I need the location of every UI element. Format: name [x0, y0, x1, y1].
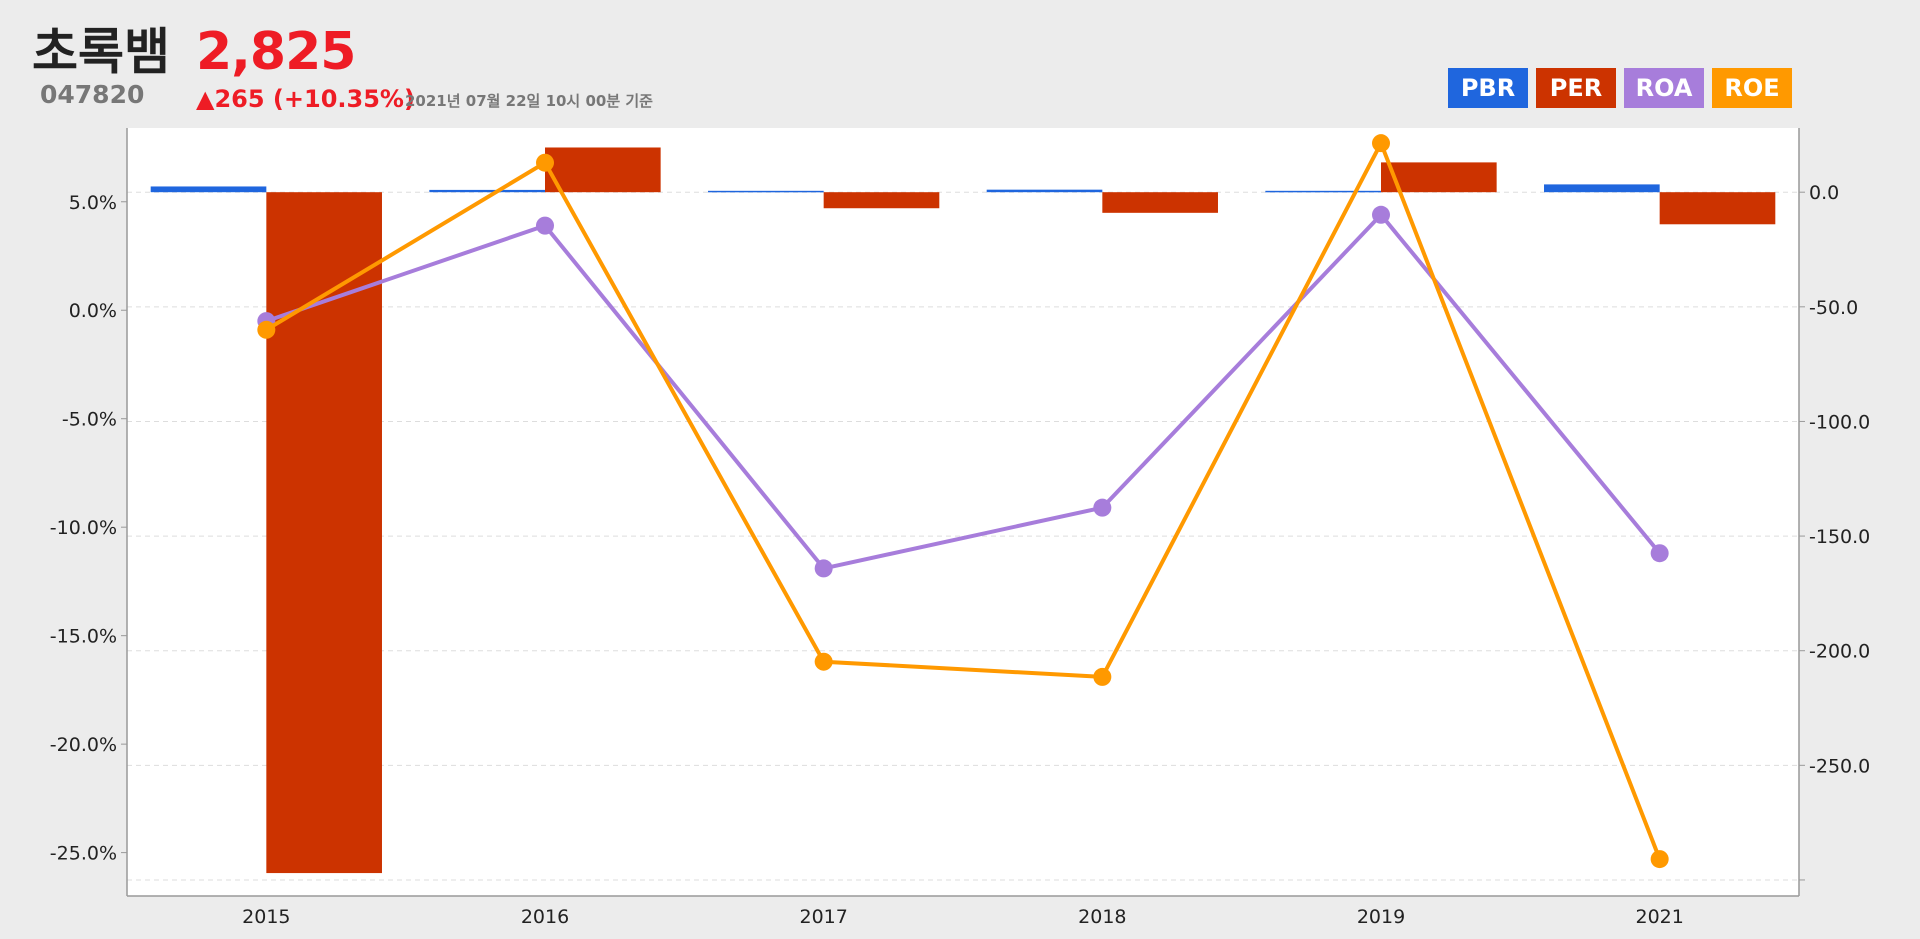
per-bar — [823, 192, 940, 209]
right-tick-label: 0.0 — [1809, 182, 1839, 204]
timestamp: 2021년 07월 22일 10시 00분 기준 — [405, 92, 653, 110]
right-tick-label: -150.0 — [1809, 526, 1870, 548]
roa-point — [1093, 498, 1112, 517]
roe-point — [536, 153, 554, 172]
roa-point — [1372, 205, 1390, 224]
legend-per[interactable]: PER — [1536, 68, 1616, 108]
stock-price: 2,825 — [196, 22, 356, 82]
x-tick-label: 2015 — [242, 906, 290, 928]
x-tick-label: 2016 — [521, 906, 569, 928]
roa-point — [814, 559, 833, 578]
legend-roa[interactable]: ROA — [1624, 68, 1704, 108]
roe-point — [1650, 850, 1669, 869]
stock-header: 초록뱀 2,825 047820 ▲265 (+10.35%) 2021년 07… — [0, 0, 1920, 125]
legend-roe[interactable]: ROE — [1712, 68, 1792, 108]
per-bar — [266, 192, 382, 874]
left-tick-label: -20.0% — [50, 734, 117, 756]
left-tick-label: -25.0% — [50, 843, 117, 865]
pbr-bar — [708, 190, 824, 193]
left-tick-label: 0.0% — [69, 300, 117, 322]
roe-point — [1093, 667, 1112, 686]
left-tick-label: -15.0% — [50, 626, 117, 648]
roa-point — [536, 216, 554, 235]
x-tick-label: 2018 — [1078, 906, 1126, 928]
roe-point — [257, 320, 276, 339]
pbr-bar — [1544, 184, 1660, 193]
left-tick-label: 5.0% — [69, 192, 117, 214]
x-tick-label: 2017 — [799, 906, 847, 928]
per-bar — [1659, 192, 1776, 225]
roe-point — [814, 652, 833, 671]
stock-name: 초록뱀 — [32, 23, 170, 81]
pbr-bar — [1265, 190, 1381, 193]
right-tick-label: -50.0 — [1809, 297, 1858, 319]
x-tick-label: 2021 — [1635, 906, 1683, 928]
roe-point — [1372, 134, 1390, 153]
price-change: ▲265 (+10.35%) — [196, 85, 415, 113]
pbr-bar — [150, 186, 267, 193]
plot-area — [127, 128, 1799, 896]
pbr-bar — [986, 189, 1103, 193]
pbr-bar — [429, 189, 545, 193]
roa-point — [1650, 544, 1669, 563]
x-tick-label: 2019 — [1357, 906, 1405, 928]
right-tick-label: -100.0 — [1809, 411, 1870, 433]
per-bar — [545, 147, 661, 193]
left-tick-label: -10.0% — [50, 517, 117, 539]
stock-code: 047820 — [40, 80, 145, 109]
left-tick-label: -5.0% — [62, 409, 117, 431]
roa-line — [265, 212, 1662, 571]
chart-legend: PBR PER ROA ROE — [1448, 68, 1792, 108]
right-tick-label: -200.0 — [1809, 641, 1870, 663]
legend-pbr[interactable]: PBR — [1448, 68, 1528, 108]
right-tick-label: -250.0 — [1809, 755, 1870, 777]
per-bar — [1102, 192, 1218, 213]
roe-line — [265, 141, 1662, 860]
